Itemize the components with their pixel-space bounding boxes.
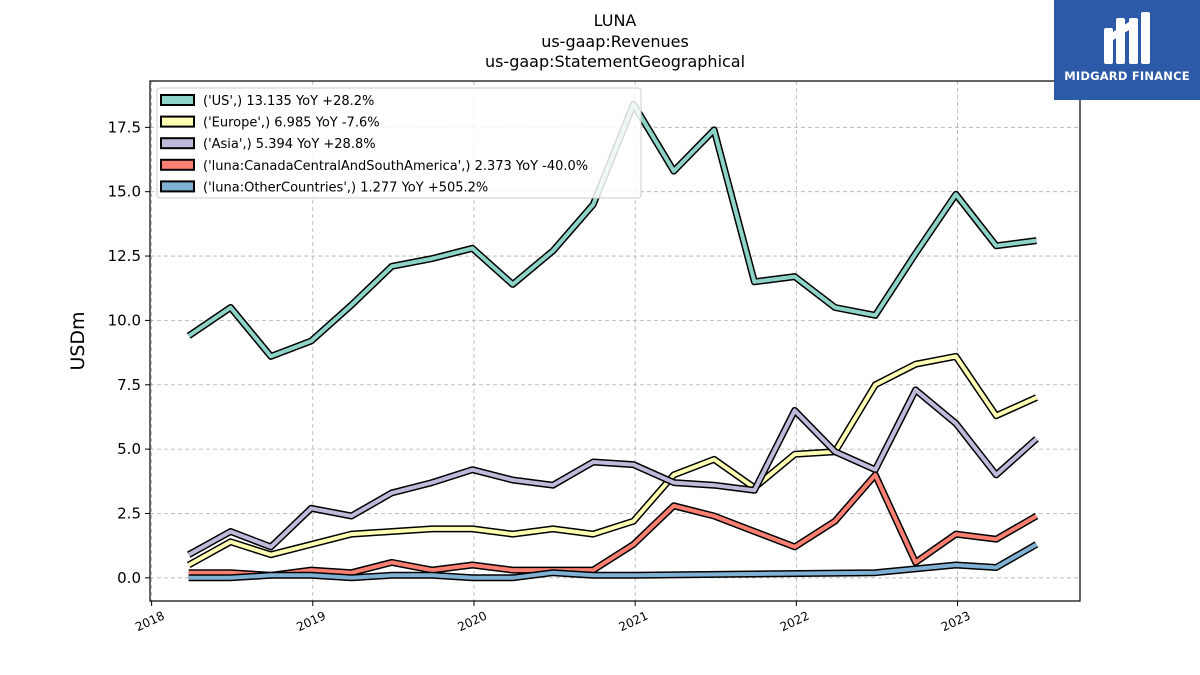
chart-title: LUNA	[594, 11, 637, 30]
legend-item: ('luna:CanadaCentralAndSouthAmerica',) 2…	[160, 158, 588, 174]
legend-label: ('US',) 13.135 YoY +28.2%	[203, 94, 374, 109]
legend-label: ('luna:CanadaCentralAndSouthAmerica',) 2…	[203, 159, 588, 174]
y-tick-label: 2.5	[117, 504, 141, 522]
legend-swatch	[160, 137, 195, 150]
brand-mark-icon	[1104, 12, 1150, 64]
series-line	[187, 387, 1038, 557]
legend-item: ('Asia',) 5.394 YoY +28.8%	[160, 137, 376, 152]
plot-frame	[149, 80, 1081, 602]
y-axis-ticks: 0.0 2.5 5.0 7.5 10.0 12.5 15.0 17.5	[108, 118, 150, 587]
x-tick-label: 2020	[455, 609, 489, 635]
series-line	[187, 354, 1038, 567]
series-line	[188, 472, 1038, 578]
x-tick-label: 2022	[778, 609, 812, 635]
legend-swatch	[160, 115, 195, 128]
legend-swatch	[160, 158, 195, 171]
series-lines	[186, 100, 1039, 582]
brand-logo: MIDGARD FINANCE	[1054, 0, 1200, 100]
x-tick-label: 2018	[133, 609, 167, 635]
legend-swatch	[160, 180, 195, 193]
y-tick-label: 17.5	[108, 118, 141, 136]
y-tick-label: 15.0	[108, 183, 141, 201]
y-tick-label: 10.0	[108, 311, 141, 329]
brand-name: MIDGARD FINANCE	[1064, 69, 1190, 83]
y-tick-label: 7.5	[117, 376, 141, 394]
legend-item: ('luna:OtherCountries',) 1.277 YoY +505.…	[160, 180, 488, 195]
legend-label: ('Asia',) 5.394 YoY +28.8%	[203, 137, 376, 152]
series-2	[187, 386, 1039, 558]
chart-subtitle-concept: us-gaap:Revenues	[541, 32, 689, 51]
x-tick-label: 2023	[939, 609, 973, 635]
y-tick-label: 5.0	[117, 440, 141, 458]
series-line	[188, 542, 1038, 580]
x-tick-label: 2021	[617, 609, 651, 635]
series-3	[188, 471, 1039, 579]
legend-label: ('Europe',) 6.985 YoY -7.6%	[203, 116, 380, 131]
series-1	[187, 352, 1038, 569]
legend-item: ('US',) 13.135 YoY +28.2%	[160, 94, 374, 109]
legend-item: ('Europe',) 6.985 YoY -7.6%	[160, 115, 380, 131]
legend-swatch	[160, 94, 195, 106]
y-axis-label: USDm	[67, 311, 89, 370]
x-tick-label: 2019	[294, 609, 328, 635]
chart-subtitle-axis: us-gaap:StatementGeographical	[485, 52, 745, 71]
legend-label: ('luna:OtherCountries',) 1.277 YoY +505.…	[203, 180, 488, 195]
legend: ('US',) 13.135 YoY +28.2% ('Europe',) 6.9…	[156, 87, 642, 199]
legend-box	[156, 87, 642, 199]
series-4	[188, 541, 1039, 582]
y-tick-label: 12.5	[108, 247, 141, 265]
y-tick-label: 0.0	[117, 569, 141, 587]
x-axis-ticks: 2018 2019 2020 2021 2022 2023	[133, 601, 973, 635]
